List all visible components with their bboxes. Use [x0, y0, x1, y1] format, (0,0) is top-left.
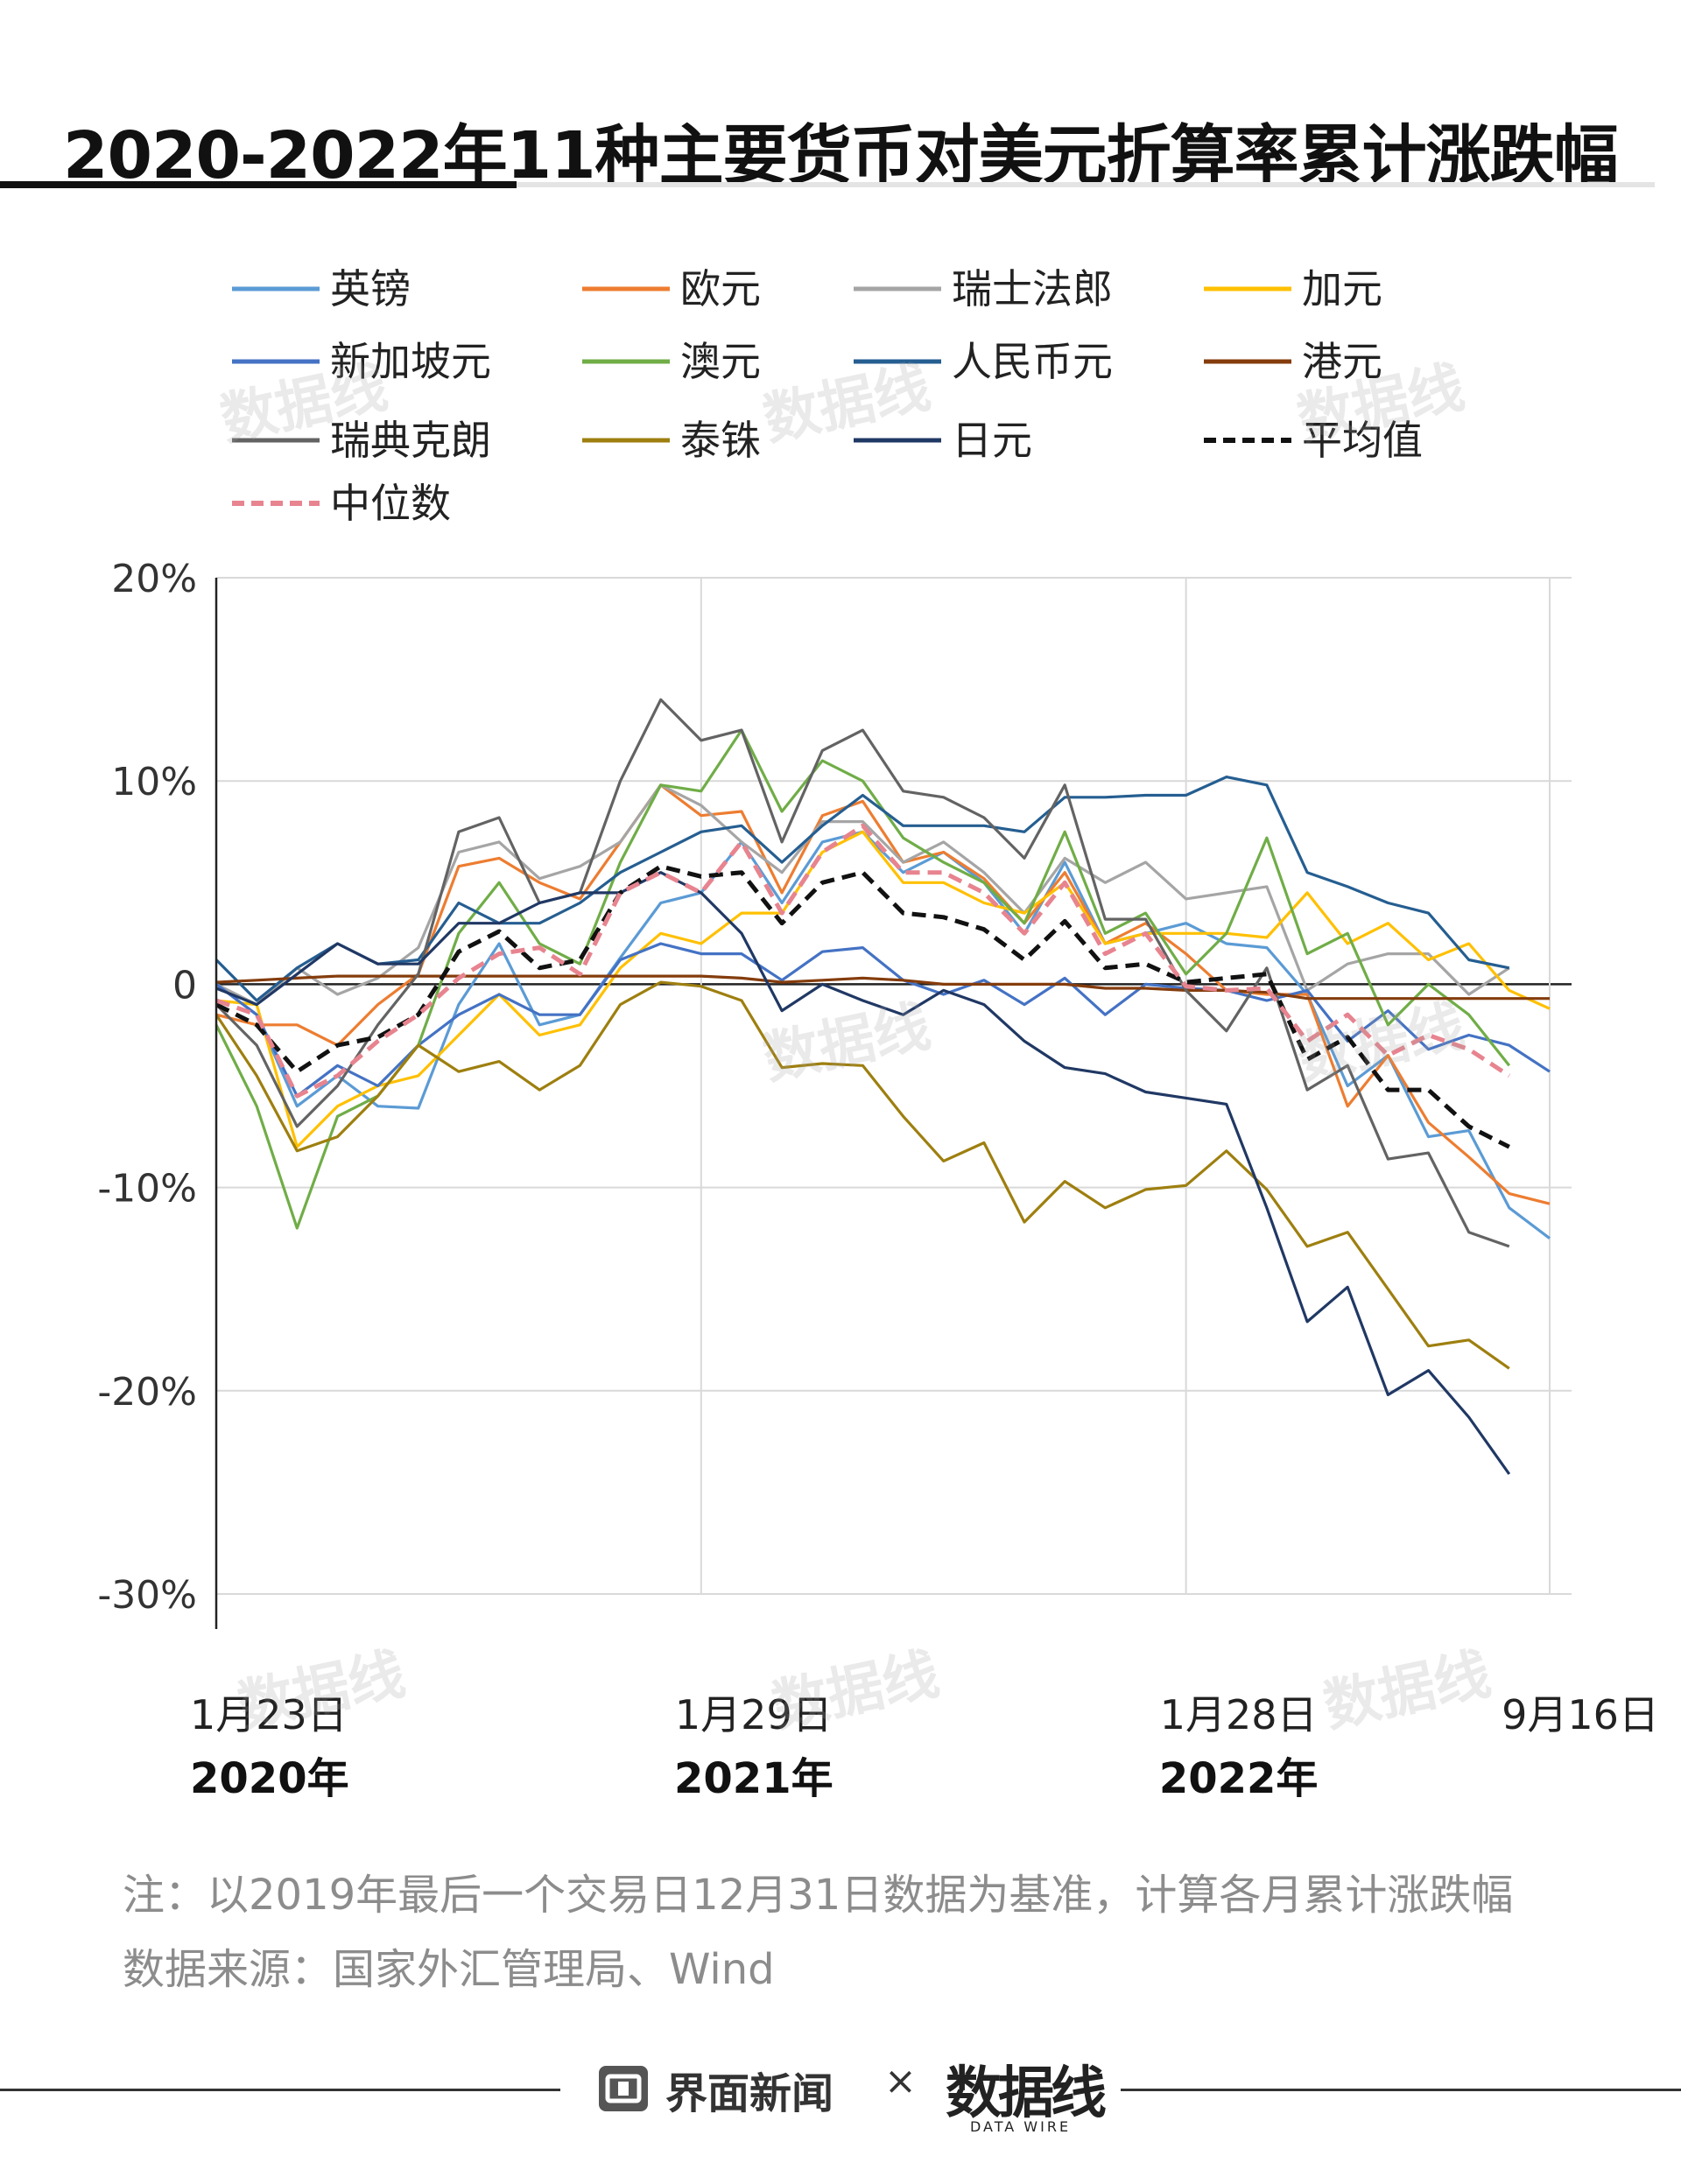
- legend-label: 欧元: [680, 265, 761, 313]
- legend-label: 日元: [952, 417, 1032, 464]
- title-underline-light: [517, 182, 1655, 187]
- legend-label: 新加坡元: [330, 338, 491, 385]
- x-year-label: 2022年: [1159, 1754, 1319, 1803]
- legend-label: 中位数: [330, 480, 451, 527]
- chart-note: 注：以2019年最后一个交易日12月31日数据为基准，计算各月累计涨跌幅: [123, 1871, 1514, 1920]
- chart-title: 2020-2022年11种主要货币对美元折算率累计涨跌幅: [63, 118, 1619, 193]
- legend-label: 瑞士法郎: [952, 265, 1113, 313]
- legend-label: 英镑: [330, 265, 411, 313]
- x-year-label: 2021年: [674, 1754, 833, 1803]
- jiemian-logo-icon: [599, 2066, 648, 2111]
- x-tick-label: 9月16日: [1502, 1691, 1659, 1738]
- y-tick-label: -30%: [97, 1573, 197, 1618]
- legend-label: 平均值: [1302, 417, 1423, 464]
- legend-label: 港元: [1302, 338, 1382, 385]
- x-tick-label: 1月23日: [190, 1691, 348, 1738]
- y-tick-label: -20%: [97, 1370, 197, 1415]
- footer-divider-left: [0, 2089, 560, 2091]
- title-underline-dark: [0, 181, 517, 188]
- x-tick-label: 1月29日: [675, 1691, 833, 1738]
- series-line-瑞典克朗: [215, 698, 1510, 1248]
- x-tick-label: 1月28日: [1160, 1691, 1318, 1738]
- series-line-欧元: [215, 783, 1551, 1205]
- series-line-加元: [215, 830, 1551, 1148]
- legend-label: 加元: [1302, 265, 1382, 313]
- x-year-label: 2020年: [190, 1754, 349, 1803]
- series-line-日元: [215, 871, 1511, 1475]
- footer-brand-jiemian: 界面新闻: [665, 2069, 834, 2118]
- series-line-平均值: [215, 864, 1510, 1149]
- chart-series: [215, 698, 1551, 1475]
- series-line-瑞士法郎: [215, 783, 1510, 1007]
- series-line-澳元: [215, 728, 1511, 1230]
- footer-divider-right: [1121, 2089, 1681, 2091]
- footer-brand-datawire: 数据线: [946, 2061, 1107, 2126]
- series-line-人民币元: [215, 775, 1510, 1002]
- legend-label: 泰铢: [680, 417, 761, 464]
- chart-axes: 20% 10% 0 -10% -20% -30% 1月23日 2020年 1月29日 2021年 1…: [97, 557, 1659, 1803]
- legend-label: 人民币元: [952, 338, 1113, 385]
- y-tick-label: -10%: [97, 1167, 197, 1211]
- y-tick-label: 10%: [111, 760, 197, 804]
- data-source: 数据来源：国家外汇管理局、Wind: [123, 1945, 775, 1994]
- legend-label: 瑞典克朗: [330, 417, 491, 464]
- legend-label: 澳元: [680, 338, 761, 385]
- chart-grid: [215, 577, 1572, 1595]
- footer-separator: ×: [884, 2059, 917, 2103]
- y-tick-label: 20%: [111, 557, 197, 601]
- y-tick-label: 0: [172, 963, 197, 1008]
- series-line-港元: [215, 974, 1550, 1001]
- series-line-新加坡元: [215, 942, 1551, 1098]
- series-line-泰铢: [215, 980, 1510, 1370]
- footer-brand-datawire-sub: DATA WIRE: [970, 2118, 1072, 2135]
- series-line-中位数: [215, 823, 1511, 1099]
